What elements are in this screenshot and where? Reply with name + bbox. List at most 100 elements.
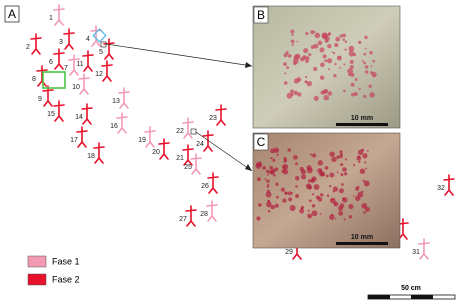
figure-number: 19 (138, 137, 146, 144)
figure-shape (31, 34, 41, 54)
pigment-spot (338, 211, 343, 216)
pigment-spot (304, 56, 306, 58)
pigment-spot (284, 159, 288, 163)
pigment-spot (297, 92, 301, 96)
pigment-spot (334, 43, 338, 47)
pigment-spot (290, 29, 294, 33)
pigment-spot (259, 205, 261, 207)
pigment-spot (359, 88, 361, 90)
figure-number: 12 (95, 71, 103, 78)
figure-number: 31 (412, 249, 420, 256)
pigment-spot (291, 34, 293, 36)
pigment-spot (267, 184, 269, 186)
figure-shape (419, 239, 429, 259)
figure-number: 16 (110, 123, 118, 130)
figure-number: 5 (99, 49, 103, 56)
pigment-spot (284, 72, 286, 74)
pigment-spot (358, 161, 360, 163)
figure-shape (183, 118, 193, 138)
figure-shape (102, 61, 112, 81)
figure-shape (117, 113, 127, 133)
pigment-spot (323, 54, 327, 58)
figure-shape (191, 154, 201, 174)
figure-number: 15 (47, 111, 55, 118)
pigment-spot (342, 167, 347, 172)
figure-number: 27 (179, 216, 187, 223)
figure-number: 20 (152, 149, 160, 156)
pigment-spot (333, 74, 336, 77)
pigment-spot (345, 41, 347, 43)
pigment-spot (309, 199, 312, 202)
figure-shape (119, 88, 129, 108)
pigment-spot (308, 185, 313, 190)
pigment-spot (320, 193, 323, 196)
figure-shape (203, 131, 213, 151)
pigment-spot (365, 70, 368, 73)
pigment-spot (325, 166, 329, 170)
arrow-head (245, 62, 252, 68)
pigment-spot (349, 51, 355, 57)
pigment-spot (307, 81, 312, 86)
pigment-spot (326, 174, 329, 177)
pigment-spot (288, 54, 292, 58)
pigment-spot (343, 63, 345, 65)
legend-label: Fase 1 (52, 256, 80, 266)
pigment-spot (329, 185, 331, 187)
legend-label: Fase 2 (52, 274, 80, 284)
detail-box (191, 129, 196, 134)
pigment-spot (368, 84, 371, 87)
pigment-spot (342, 197, 347, 202)
scale-bar (411, 295, 433, 299)
pigment-spot (358, 150, 363, 155)
pigment-spot (314, 96, 319, 101)
figure-number: 17 (70, 137, 78, 144)
pigment-spot (330, 198, 336, 204)
pigment-spot (312, 193, 314, 195)
legend-swatch (28, 256, 46, 267)
figure-number: 29 (285, 249, 293, 256)
pigment-spot (365, 48, 367, 50)
pigment-spot (364, 180, 370, 186)
pigment-spot (324, 95, 329, 100)
pigment-spot (260, 163, 263, 166)
pigment-spot (320, 62, 325, 67)
pigment-spot (292, 44, 294, 46)
pigment-spot (311, 45, 315, 49)
pigment-spot (284, 81, 288, 85)
pigment-spot (306, 56, 310, 60)
figure-number: 10 (72, 84, 80, 91)
pigment-spot (351, 93, 355, 97)
pigment-spot (267, 174, 269, 176)
legend: Fase 1 Fase 2 (28, 256, 80, 285)
pigment-spot (311, 169, 313, 171)
pigment-spot (282, 198, 286, 202)
pigment-spot (312, 153, 316, 157)
pigment-spot (293, 155, 298, 160)
figure-shape (159, 139, 169, 159)
pigment-spot (364, 161, 366, 163)
figure-number: 24 (196, 141, 204, 148)
pigment-spot (342, 33, 346, 37)
figure-number: 26 (201, 183, 209, 190)
panel-label: C (257, 135, 266, 149)
pigment-spot (312, 176, 317, 181)
pigment-spot (334, 63, 336, 65)
pigment-spot (314, 184, 320, 190)
pigment-spot (336, 155, 340, 159)
pigment-spot (308, 179, 311, 182)
pigment-spot (328, 68, 330, 70)
figure-number: 21 (176, 155, 184, 162)
pigment-spot (300, 167, 304, 171)
figure-shape (208, 173, 218, 193)
pigment-spot (270, 157, 272, 159)
pigment-spot (319, 171, 324, 176)
pigment-spot (362, 60, 364, 62)
pigment-spot (299, 209, 304, 214)
pigment-spot (270, 148, 275, 153)
pigment-spot (372, 60, 375, 63)
figure-number: 25 (184, 164, 192, 171)
pigment-spot (349, 215, 352, 218)
pigment-spot (283, 62, 287, 66)
pigment-spot (348, 46, 354, 52)
pigment-spot (370, 65, 372, 67)
